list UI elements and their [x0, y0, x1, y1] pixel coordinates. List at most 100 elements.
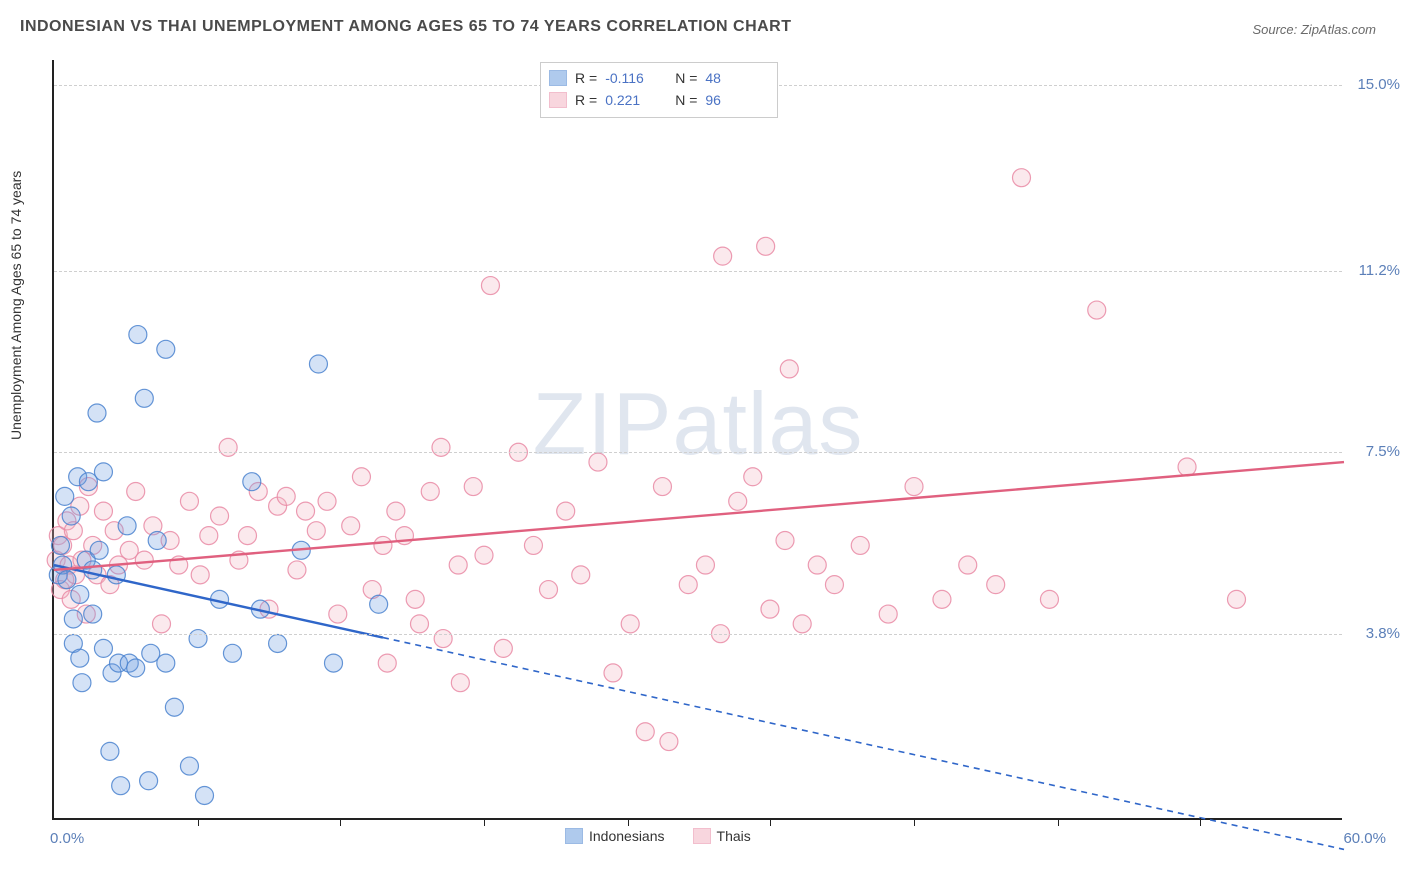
x-tick — [770, 818, 771, 826]
scatter-point-indonesians — [112, 777, 130, 795]
n-label: N = — [675, 70, 697, 86]
scatter-point-thais — [219, 438, 237, 456]
y-tick-label: 11.2% — [1359, 262, 1400, 279]
scatter-point-indonesians — [64, 610, 82, 628]
scatter-point-indonesians — [88, 404, 106, 422]
scatter-point-thais — [621, 615, 639, 633]
scatter-point-thais — [481, 277, 499, 295]
scatter-point-thais — [451, 674, 469, 692]
scatter-point-thais — [1178, 458, 1196, 476]
scatter-point-indonesians — [73, 674, 91, 692]
scatter-point-indonesians — [189, 630, 207, 648]
scatter-point-thais — [604, 664, 622, 682]
r-value: 0.221 — [605, 92, 653, 108]
scatter-point-indonesians — [71, 585, 89, 603]
scatter-point-indonesians — [51, 536, 69, 554]
scatter-point-indonesians — [196, 786, 214, 804]
scatter-point-thais — [180, 492, 198, 510]
scatter-point-thais — [1040, 590, 1058, 608]
scatter-point-thais — [135, 551, 153, 569]
scatter-point-thais — [540, 581, 558, 599]
r-value: -0.116 — [605, 70, 653, 86]
scatter-point-thais — [987, 576, 1005, 594]
r-label: R = — [575, 92, 597, 108]
legend-bottom: IndonesiansThais — [565, 828, 751, 844]
scatter-point-indonesians — [58, 571, 76, 589]
scatter-point-thais — [825, 576, 843, 594]
scatter-point-thais — [1088, 301, 1106, 319]
scatter-point-indonesians — [309, 355, 327, 373]
scatter-point-thais — [342, 517, 360, 535]
gridline — [54, 452, 1342, 453]
legend-item-indonesians: Indonesians — [565, 828, 665, 844]
trendline-indonesians — [54, 565, 383, 638]
chart-plot-area: ZIPatlas 3.8%7.5%11.2%15.0% — [52, 60, 1342, 820]
scatter-point-indonesians — [84, 605, 102, 623]
scatter-point-thais — [387, 502, 405, 520]
y-axis-title: Unemployment Among Ages 65 to 74 years — [8, 171, 24, 440]
scatter-point-thais — [191, 566, 209, 584]
scatter-point-thais — [288, 561, 306, 579]
scatter-point-thais — [679, 576, 697, 594]
scatter-point-indonesians — [62, 507, 80, 525]
scatter-point-indonesians — [157, 654, 175, 672]
correlation-stats-box: R = -0.116 N = 48 R = 0.221 N = 96 — [540, 62, 778, 118]
scatter-point-thais — [239, 527, 257, 545]
scatter-point-thais — [352, 468, 370, 486]
x-tick — [1058, 818, 1059, 826]
scatter-point-thais — [761, 600, 779, 618]
gridline — [54, 634, 1342, 635]
scatter-point-thais — [744, 468, 762, 486]
scatter-point-indonesians — [157, 340, 175, 358]
scatter-point-thais — [879, 605, 897, 623]
scatter-point-thais — [776, 532, 794, 550]
scatter-point-thais — [1013, 169, 1031, 187]
scatter-point-thais — [524, 536, 542, 554]
scatter-point-thais — [374, 536, 392, 554]
chart-title: INDONESIAN VS THAI UNEMPLOYMENT AMONG AG… — [20, 18, 792, 36]
scatter-point-indonesians — [90, 541, 108, 559]
scatter-point-thais — [475, 546, 493, 564]
scatter-point-thais — [277, 487, 295, 505]
n-value: 96 — [705, 92, 753, 108]
legend-swatch-indonesians — [565, 828, 583, 844]
scatter-point-indonesians — [140, 772, 158, 790]
x-axis-min-label: 0.0% — [50, 830, 84, 847]
scatter-point-thais — [329, 605, 347, 623]
scatter-point-thais — [905, 478, 923, 496]
scatter-point-indonesians — [325, 654, 343, 672]
scatter-point-indonesians — [118, 517, 136, 535]
stats-row-thais: R = 0.221 N = 96 — [549, 89, 767, 111]
n-value: 48 — [705, 70, 753, 86]
scatter-point-thais — [421, 482, 439, 500]
scatter-point-thais — [200, 527, 218, 545]
legend-swatch-thais — [693, 828, 711, 844]
y-tick-label: 15.0% — [1357, 76, 1400, 93]
scatter-point-indonesians — [148, 532, 166, 550]
n-label: N = — [675, 92, 697, 108]
source-attribution: Source: ZipAtlas.com — [1252, 22, 1376, 37]
scatter-point-thais — [959, 556, 977, 574]
scatter-point-indonesians — [101, 742, 119, 760]
x-tick — [340, 818, 341, 826]
scatter-point-thais — [494, 639, 512, 657]
scatter-point-thais — [757, 237, 775, 255]
scatter-point-thais — [432, 438, 450, 456]
scatter-point-thais — [793, 615, 811, 633]
scatter-point-indonesians — [56, 487, 74, 505]
scatter-point-thais — [808, 556, 826, 574]
legend-label: Indonesians — [589, 828, 665, 844]
scatter-point-thais — [464, 478, 482, 496]
scatter-point-thais — [572, 566, 590, 584]
scatter-point-thais — [153, 615, 171, 633]
scatter-point-thais — [660, 733, 678, 751]
scatter-point-thais — [411, 615, 429, 633]
scatter-point-thais — [714, 247, 732, 265]
scatter-point-thais — [378, 654, 396, 672]
scatter-point-thais — [434, 630, 452, 648]
scatter-point-indonesians — [243, 473, 261, 491]
x-tick — [1200, 818, 1201, 826]
y-tick-label: 3.8% — [1366, 625, 1400, 642]
x-tick — [484, 818, 485, 826]
scatter-point-indonesians — [127, 659, 145, 677]
